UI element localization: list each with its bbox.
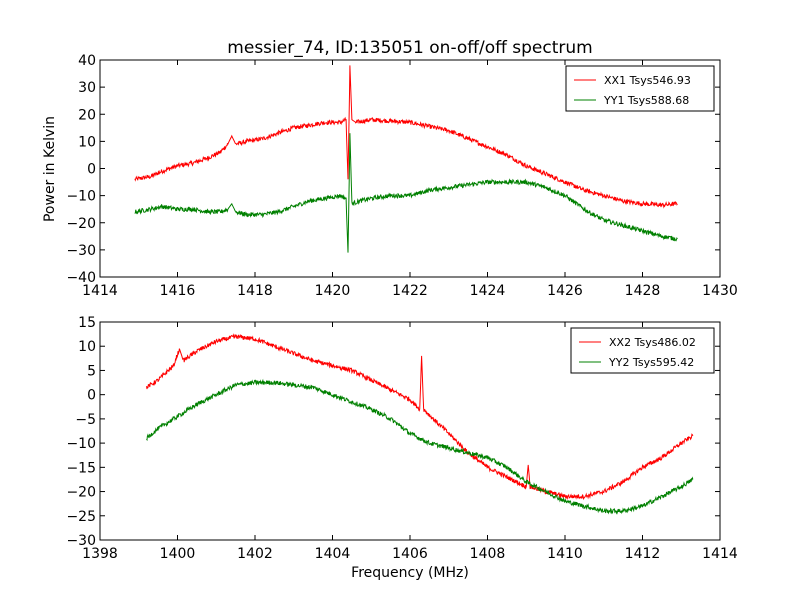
y-tick-label: −5 bbox=[75, 412, 96, 428]
y-tick-label: −10 bbox=[66, 436, 96, 452]
subplot-1: 1414 1416 1418 1420 1422 1424 1426 1428 1430 40 30… bbox=[66, 53, 737, 299]
y-tick-label: −20 bbox=[66, 485, 96, 501]
x-tick-label: 1410 bbox=[547, 546, 583, 562]
x-tick-label: 1400 bbox=[160, 546, 196, 562]
x-tick-label: 1404 bbox=[315, 546, 351, 562]
y-tick-label: −40 bbox=[66, 270, 96, 286]
y-tick-label: −30 bbox=[66, 533, 96, 549]
y-axis-label-top: Power in Kelvin bbox=[42, 116, 58, 222]
x-tick-label: 1422 bbox=[392, 283, 428, 299]
legend-box bbox=[570, 327, 715, 374]
y-tick-label: −25 bbox=[66, 509, 96, 525]
y-tick-label: 15 bbox=[78, 315, 96, 331]
subplot-2: 1398 1400 1402 1404 1406 1408 1410 1412 1414 15 10… bbox=[66, 315, 737, 562]
x-tick-label: 1416 bbox=[160, 283, 196, 299]
series-line-2-2 bbox=[146, 378, 694, 515]
x-tick-label: 1420 bbox=[315, 283, 351, 299]
y-tick-label: 5 bbox=[87, 363, 96, 379]
legend-1: XX1 Tsys546.93 YY1 Tsys588.68 bbox=[565, 65, 715, 112]
chart-title: messier_74, ID:135051 on-off/off spectru… bbox=[227, 38, 592, 58]
series-line-1-1 bbox=[134, 65, 678, 209]
y-tick-label: 0 bbox=[87, 162, 96, 178]
y-tick-label: −30 bbox=[66, 243, 96, 259]
legend-box bbox=[565, 65, 715, 112]
x-tick-label: 1402 bbox=[237, 546, 273, 562]
series-line-1-2 bbox=[134, 133, 678, 253]
x-tick-label: 1426 bbox=[547, 283, 583, 299]
y-tick-label: 10 bbox=[78, 134, 96, 150]
x-tick-label: 1398 bbox=[82, 546, 118, 562]
x-tick-label: 1408 bbox=[470, 546, 506, 562]
x-tick-label: 1430 bbox=[702, 283, 738, 299]
y-tick-label: 20 bbox=[78, 107, 96, 123]
x-tick-label: 1412 bbox=[625, 546, 661, 562]
y-tick-label: −15 bbox=[66, 460, 96, 476]
legend-label: XX1 Tsys546.93 bbox=[604, 74, 691, 87]
y-tick-label: 40 bbox=[78, 53, 96, 69]
y-tick-label: −10 bbox=[66, 189, 96, 205]
y-tick-label: 0 bbox=[87, 388, 96, 404]
x-tick-label: 1414 bbox=[702, 546, 738, 562]
y-tick-label: 30 bbox=[78, 80, 96, 96]
y-tick-label: −20 bbox=[66, 216, 96, 232]
legend-label: YY2 Tsys595.42 bbox=[608, 356, 694, 369]
x-axis-label-bottom: Frequency (MHz) bbox=[351, 565, 469, 581]
x-tick-label: 1418 bbox=[237, 283, 273, 299]
legend-label: XX2 Tsys486.02 bbox=[609, 336, 696, 349]
legend-2: XX2 Tsys486.02 YY2 Tsys595.42 bbox=[570, 327, 715, 374]
legend-label: YY1 Tsys588.68 bbox=[603, 94, 689, 107]
x-tick-label: 1424 bbox=[470, 283, 506, 299]
series-line-2-1 bbox=[146, 333, 694, 501]
x-tick-label: 1428 bbox=[625, 283, 661, 299]
x-tick-label: 1414 bbox=[82, 283, 118, 299]
y-tick-label: 10 bbox=[78, 339, 96, 355]
x-tick-label: 1406 bbox=[392, 546, 428, 562]
